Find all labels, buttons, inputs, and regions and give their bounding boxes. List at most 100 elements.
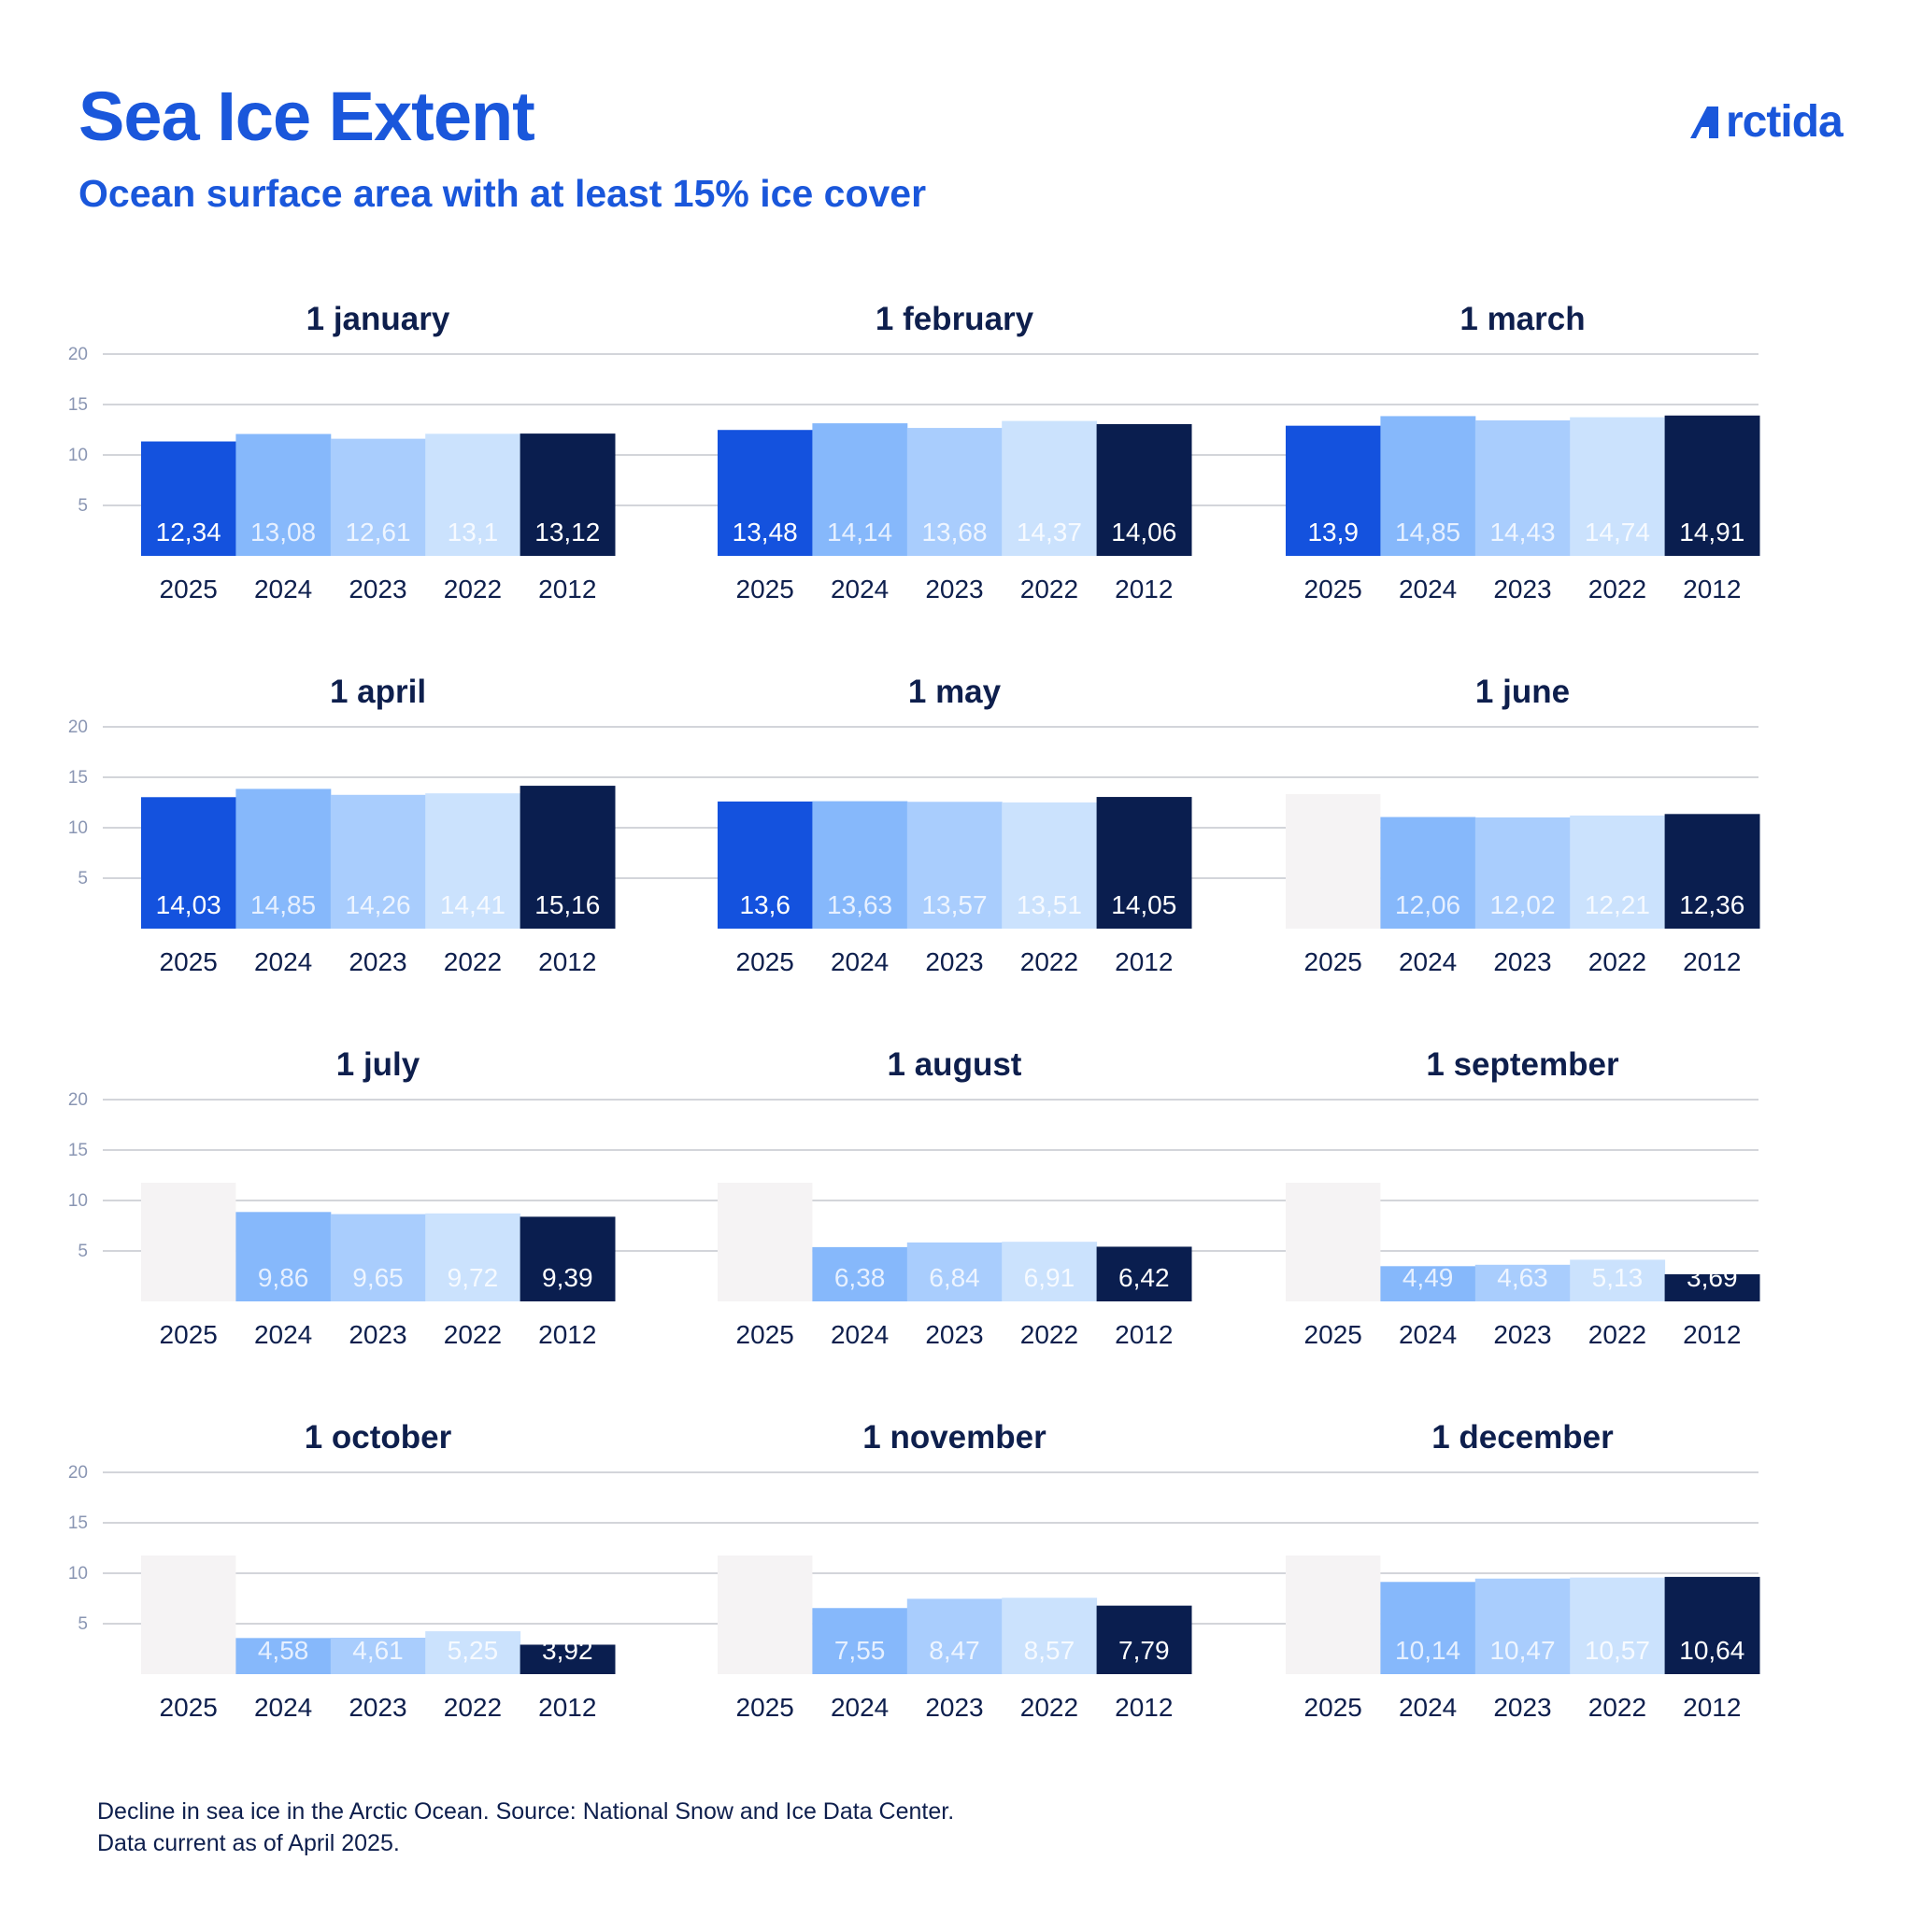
x-tick-label: 2012	[1115, 575, 1173, 604]
x-tick-label: 2022	[444, 947, 502, 976]
bar	[1664, 814, 1760, 929]
x-tick-label: 2023	[349, 1320, 406, 1349]
bar-value-label: 6,38	[834, 1263, 886, 1292]
bar	[1096, 1246, 1192, 1301]
x-tick-label: 2012	[1683, 1693, 1741, 1722]
x-tick-label: 2012	[1683, 1320, 1741, 1349]
bar	[906, 1598, 1003, 1674]
x-tick-label: 2012	[538, 1693, 596, 1722]
bar-value-label: 13,68	[921, 518, 987, 547]
panel-1-june: 1 june 2025 12,06 2024 12,02 2023 12,21 2022 12,…	[1286, 674, 1760, 976]
x-tick-label: 2023	[1493, 575, 1551, 604]
bar-value-label: 3,92	[542, 1636, 593, 1665]
bar-value-label: 12,06	[1395, 890, 1460, 919]
placeholder-bar	[718, 1182, 813, 1301]
bar	[1286, 425, 1381, 556]
bar	[1664, 1576, 1760, 1674]
y-tick-label: 20	[68, 345, 88, 364]
panel-1-september: 1 september 2025 4,49 2024 4,63 2023 5,13 2022 3…	[1286, 1046, 1760, 1349]
y-tick-label: 20	[68, 717, 88, 737]
bar	[520, 433, 616, 556]
bar-value-label: 14,74	[1585, 518, 1650, 547]
arctida-logo-icon	[1690, 107, 1718, 138]
bar-value-label: 13,9	[1307, 518, 1359, 547]
bar-value-label: 14,06	[1111, 518, 1176, 547]
panel-1-november: 1 november 2025 7,55 2024 8,47 2023 8,57 2022 7,…	[718, 1419, 1192, 1722]
y-tick-label: 10	[68, 446, 88, 465]
y-tick-label: 5	[78, 869, 88, 888]
bar	[1002, 802, 1098, 929]
y-tick-label: 5	[78, 496, 88, 516]
bar	[425, 1631, 521, 1674]
bar	[1380, 1266, 1476, 1301]
bar	[1474, 1264, 1571, 1301]
x-tick-label: 2023	[349, 947, 406, 976]
panel-1-may: 1 may 13,6 2025 13,63 2024 13,57 2023 13,51 2022…	[718, 674, 1192, 976]
panel-1-october: 1 october 2025 4,58 2024 4,61 2023 5,25 2022 3,9…	[141, 1419, 616, 1722]
chart-canvas: 5 10 15 20 5 10 15 20 5 10 15 20 5 10 15 20 1 january 12,…	[68, 301, 1760, 1722]
panel-title: 1 january	[306, 301, 450, 337]
x-tick-label: 2025	[1304, 947, 1362, 976]
page-subtitle: Ocean surface area with at least 15% ice…	[78, 172, 927, 215]
bar-value-label: 10,64	[1679, 1636, 1744, 1665]
bar-value-label: 10,47	[1489, 1636, 1555, 1665]
bar	[1474, 817, 1571, 929]
bar	[1474, 1578, 1571, 1674]
y-tick-label: 5	[78, 1242, 88, 1261]
bar	[330, 438, 426, 556]
bar	[1002, 1242, 1098, 1301]
bar	[1096, 423, 1192, 556]
x-tick-label: 2022	[1020, 1320, 1078, 1349]
bar	[1096, 1605, 1192, 1674]
x-tick-label: 2025	[736, 1320, 794, 1349]
bar-value-label: 14,85	[1395, 518, 1460, 547]
bar-value-label: 14,91	[1679, 518, 1744, 547]
bar-value-label: 12,36	[1679, 890, 1744, 919]
x-tick-label: 2012	[1683, 947, 1741, 976]
bar	[330, 1214, 426, 1301]
x-tick-label: 2022	[1588, 575, 1646, 604]
y-tick-label: 5	[78, 1614, 88, 1634]
bar	[1380, 416, 1476, 556]
bar	[1096, 797, 1192, 929]
bar-value-label: 14,37	[1017, 518, 1082, 547]
panel-1-january: 1 january 12,34 2025 13,08 2024 12,61 2023 13,1…	[141, 301, 616, 604]
bar-value-label: 13,12	[534, 518, 600, 547]
x-tick-label: 2022	[1020, 947, 1078, 976]
x-tick-label: 2023	[1493, 947, 1551, 976]
bar	[718, 430, 813, 556]
bar	[235, 1212, 332, 1301]
bar	[718, 801, 813, 929]
x-tick-label: 2012	[1115, 1320, 1173, 1349]
bar	[330, 1638, 426, 1674]
bar-value-label: 3,69	[1687, 1263, 1738, 1292]
panel-title: 1 october	[305, 1419, 452, 1456]
bar	[812, 1608, 908, 1674]
bar-value-label: 5,13	[1592, 1263, 1644, 1292]
bar	[906, 802, 1003, 929]
x-tick-label: 2023	[349, 1693, 406, 1722]
bar	[1570, 1577, 1666, 1674]
x-tick-label: 2023	[925, 947, 983, 976]
bar-value-label: 9,72	[448, 1263, 499, 1292]
bar-value-label: 4,49	[1403, 1263, 1454, 1292]
bar-value-label: 4,58	[258, 1636, 309, 1665]
panel-title: 1 april	[330, 674, 426, 710]
x-tick-label: 2022	[1588, 947, 1646, 976]
placeholder-bar	[1286, 1182, 1381, 1301]
bar-value-label: 13,51	[1017, 890, 1082, 919]
bar-value-label: 8,47	[929, 1636, 980, 1665]
placeholder-bar	[141, 1555, 236, 1674]
bar-value-label: 9,86	[258, 1263, 309, 1292]
x-tick-label: 2025	[160, 947, 218, 976]
bar-value-label: 7,55	[834, 1636, 886, 1665]
bar	[235, 788, 332, 929]
x-tick-label: 2024	[1399, 947, 1457, 976]
bar	[425, 1213, 521, 1301]
x-tick-label: 2012	[538, 575, 596, 604]
x-tick-label: 2023	[925, 1320, 983, 1349]
panel-title: 1 november	[862, 1419, 1047, 1456]
y-tick-label: 20	[68, 1090, 88, 1110]
panel-title: 1 december	[1431, 1419, 1614, 1456]
bar-value-label: 14,26	[345, 890, 410, 919]
